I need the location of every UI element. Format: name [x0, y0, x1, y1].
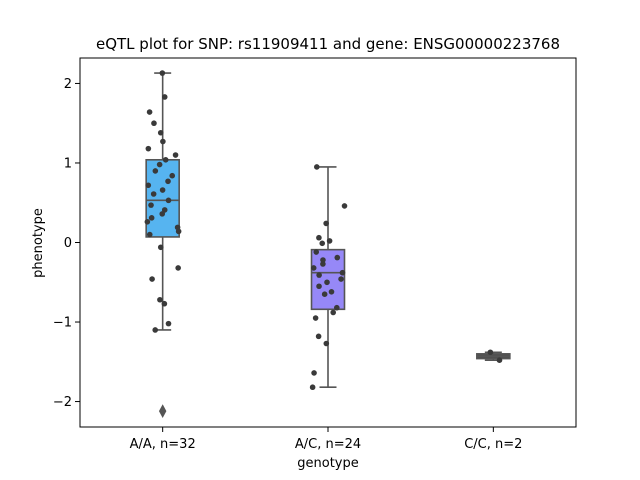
box [145, 158, 180, 238]
data-point [310, 265, 317, 271]
data-point [159, 187, 166, 193]
x-axis-label: genotype [297, 456, 358, 471]
data-point [328, 289, 335, 295]
data-point [160, 138, 166, 145]
data-point [152, 327, 159, 333]
y-tick-label: −1 [53, 316, 72, 331]
data-point [315, 333, 322, 340]
data-point [487, 349, 494, 356]
outlier-marker [158, 404, 167, 418]
data-point [157, 129, 164, 136]
data-point [146, 231, 153, 238]
data-point [320, 257, 326, 263]
data-point [334, 254, 341, 261]
data-point [316, 283, 322, 290]
data-point [309, 384, 316, 391]
data-point [169, 172, 176, 179]
data-point [165, 178, 171, 185]
data-point [320, 261, 326, 267]
data-point [150, 191, 157, 197]
data-point [330, 309, 336, 316]
data-point [148, 202, 154, 208]
data-point [159, 70, 166, 76]
x-tick-label: C/C, n=2 [464, 437, 522, 452]
box-group [309, 164, 348, 391]
data-point [312, 315, 319, 321]
data-point [148, 215, 155, 221]
data-point [172, 152, 179, 158]
data-point [157, 244, 164, 251]
data-point [323, 340, 330, 347]
y-tick-label: 1 [64, 156, 72, 171]
x-tick-label: A/A, n=32 [130, 437, 196, 452]
data-point [159, 211, 166, 217]
x-tick-label: A/C, n=24 [295, 437, 361, 452]
data-point [313, 249, 320, 255]
data-point [165, 197, 172, 204]
data-point [145, 182, 152, 189]
plot-area [144, 70, 511, 418]
data-point [316, 272, 322, 278]
y-axis: −2 −1 0 1 2 [53, 77, 80, 410]
data-point [144, 219, 151, 225]
data-point [161, 94, 168, 100]
data-point [149, 276, 155, 282]
data-point [496, 357, 503, 363]
data-point [162, 156, 169, 163]
data-point [326, 238, 333, 244]
box-group [476, 349, 511, 363]
data-point [161, 300, 168, 307]
data-point [146, 109, 153, 115]
y-tick-label: −2 [53, 395, 72, 410]
y-tick-label: 2 [64, 77, 72, 92]
data-point [165, 320, 172, 327]
x-axis: A/A, n=32 A/C, n=24 C/C, n=2 [130, 427, 522, 452]
data-point [341, 203, 348, 209]
data-point [339, 269, 346, 276]
data-point [157, 296, 163, 303]
y-tick-label: 0 [64, 236, 72, 251]
data-point [324, 279, 330, 286]
data-point [321, 291, 328, 297]
data-point [175, 228, 182, 235]
data-point [145, 145, 152, 152]
data-point [323, 220, 329, 227]
data-point [311, 370, 317, 376]
data-point [316, 234, 322, 241]
data-point [156, 161, 163, 168]
box-group [144, 70, 182, 418]
data-point [334, 304, 340, 311]
data-point [338, 276, 344, 282]
data-point [152, 168, 159, 174]
data-point [175, 265, 181, 271]
data-point [151, 120, 157, 127]
data-point [313, 164, 320, 170]
chart-title: eQTL plot for SNP: rs11909411 and gene: … [96, 35, 560, 53]
data-point [319, 240, 326, 247]
y-axis-label: phenotype [31, 208, 46, 278]
